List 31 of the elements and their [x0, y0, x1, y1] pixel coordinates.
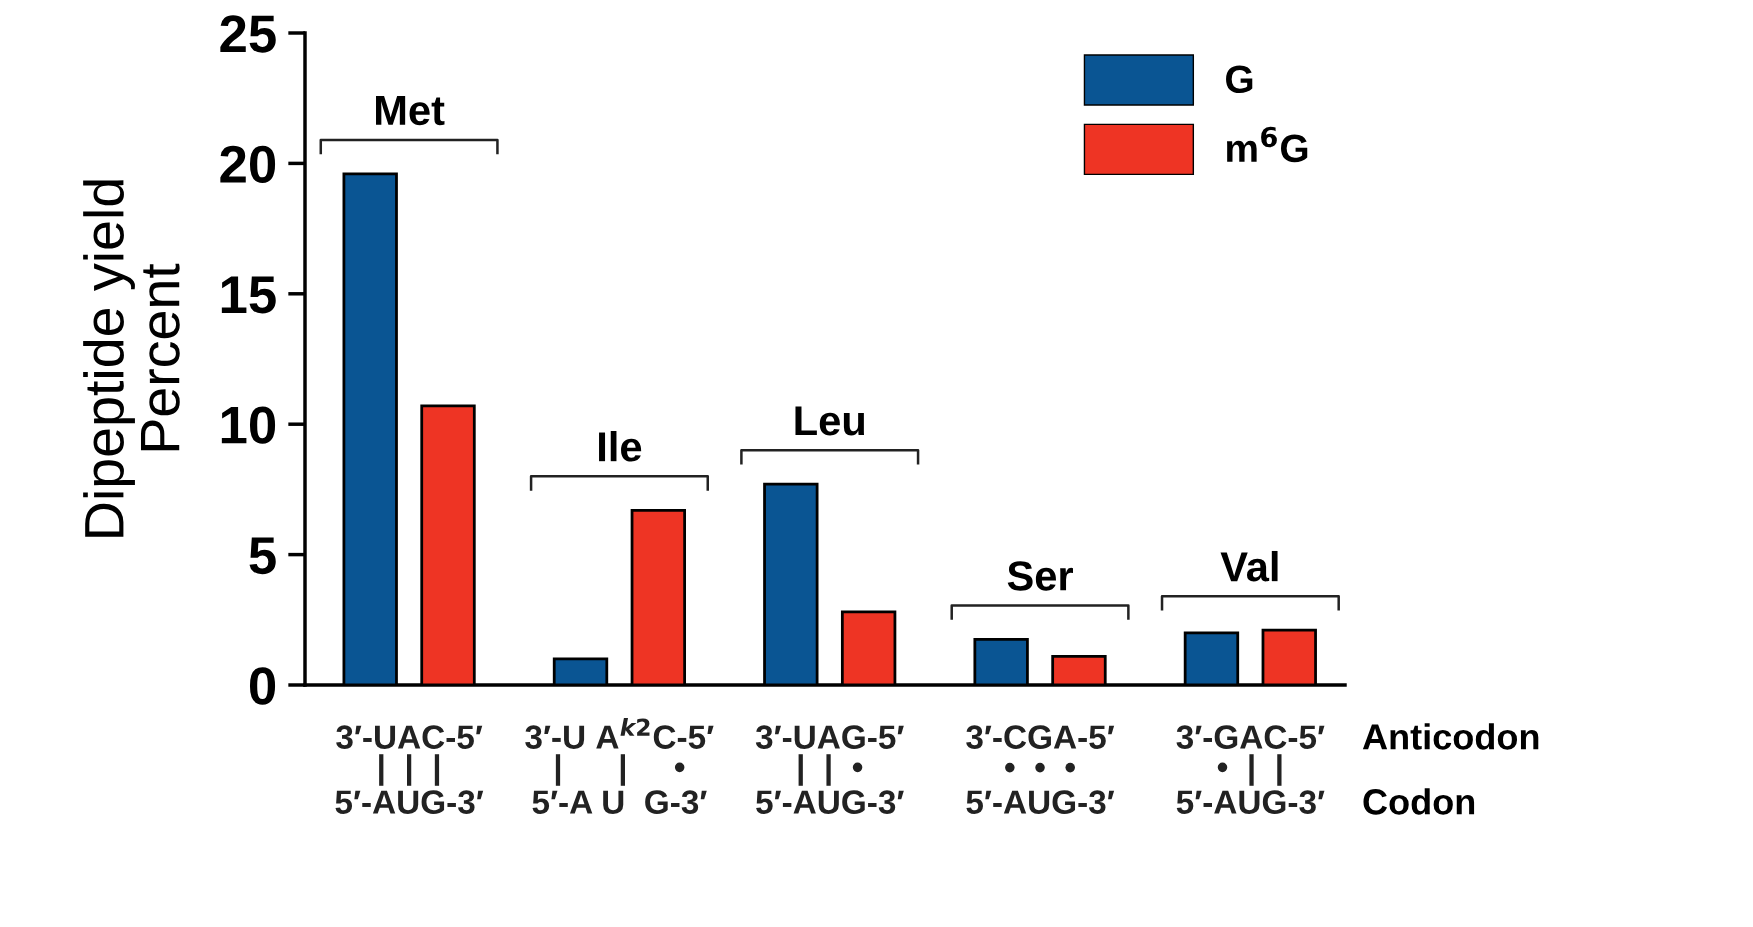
x-tick-label: Ile — [599, 431, 642, 462]
x-tick-label: Leu — [795, 406, 865, 436]
x-tick-label: Met — [376, 96, 445, 126]
text: • | | — [1217, 754, 1282, 786]
legend-label: m$^{6}$G — [1227, 126, 1308, 163]
y-tick-label: 0 — [249, 667, 276, 705]
text: 5′-A U G-3′ — [532, 790, 707, 814]
text: | | | — [379, 754, 440, 786]
text: 3′-U A$^{k2}$C-5′ — [525, 718, 714, 749]
text: 3′-UAG-5′ — [755, 725, 904, 749]
text: 5′-AUG-3′ — [966, 790, 1115, 814]
text: 5′-AUG-3′ — [1176, 790, 1325, 814]
y-tick-label: 5 — [249, 537, 276, 575]
text: | | • — [555, 754, 685, 786]
y-axis-title: Dipeptide yield Percent — [83, 180, 180, 537]
text: Codon — [1363, 788, 1475, 815]
text: • • • — [1005, 762, 1075, 773]
text: Anticodon — [1362, 723, 1539, 750]
y-tick-label: 15 — [221, 276, 276, 314]
text: 5′-AUG-3′ — [756, 790, 904, 814]
y-tick-label: 20 — [220, 145, 276, 184]
text: 3′-UAC-5′ — [336, 725, 483, 749]
y-tick-label: 10 — [221, 406, 276, 444]
x-tick-label: Ser — [1007, 561, 1074, 591]
x-tick-label: Val — [1220, 550, 1278, 582]
text: 3′-GAC-5′ — [1176, 725, 1325, 749]
y-tick-label: 25 — [220, 15, 276, 53]
legend-label: G — [1226, 65, 1253, 94]
text: 5′-AUG-3′ — [335, 790, 484, 814]
text: | | • — [798, 754, 863, 786]
text: 3′-CGA-5′ — [966, 725, 1115, 749]
